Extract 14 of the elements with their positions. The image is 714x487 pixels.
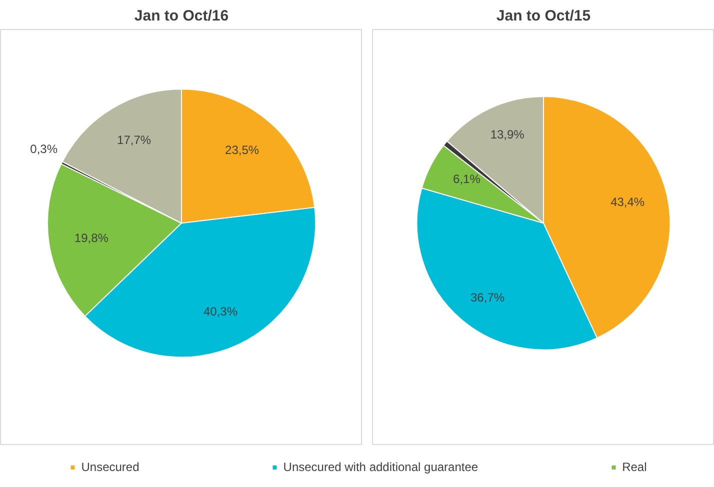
legend-label: Unsecured with additional guarantee [283,460,478,474]
data-label: 19,8% [74,231,109,246]
legend-label: Real [622,460,647,474]
legend-label: Unsecured [81,460,140,474]
data-label: 43,4% [610,195,645,210]
data-label: 23,5% [225,143,260,158]
data-label: 17,7% [117,132,152,147]
chart-title: Jan to Oct/15 [496,8,591,24]
data-label: 6,1% [453,172,481,186]
data-label: 40,3% [204,304,238,318]
data-label: 13,9% [490,128,525,142]
data-label: 0,3% [30,142,58,156]
chart-title: Jan to Oct/16 [134,8,229,24]
data-label: 36,7% [470,290,505,304]
